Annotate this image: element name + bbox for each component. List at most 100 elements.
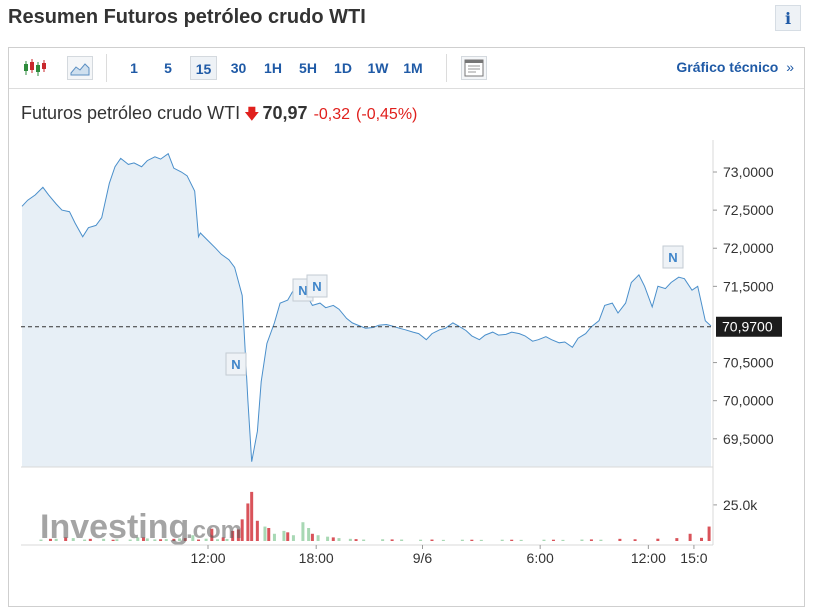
price-change: -0,32 (313, 106, 351, 123)
price-tick-label: 71,5000 (723, 278, 774, 294)
volume-bar-down (310, 533, 314, 541)
volume-bar-up (479, 539, 483, 541)
technical-chart-link[interactable]: Gráfico técnico » (676, 59, 794, 75)
technical-chart-label: Gráfico técnico (676, 59, 779, 75)
volume-bar-up (282, 530, 286, 541)
volume-bar-down (210, 528, 214, 541)
current-price: 70,9700 (21, 316, 782, 337)
volume-bar-up (460, 539, 464, 541)
volume-bar-down (172, 538, 176, 541)
volume-bar-down (197, 539, 201, 541)
volume-bar-up (136, 537, 140, 541)
volume-bar-up (145, 538, 149, 541)
volume-bar-up (307, 528, 311, 541)
volume-tick-label: 25.0k (723, 497, 758, 513)
volume-bar-down (159, 539, 163, 541)
news-marker[interactable] (225, 352, 247, 376)
area-chart-icon[interactable] (67, 56, 93, 80)
volume-bar-down (48, 538, 52, 541)
volume-bar-down (707, 526, 711, 541)
timeframe-1m[interactable]: 1M (403, 60, 423, 76)
price-tick-label: 69,5000 (723, 431, 774, 447)
volume-bar-up (128, 539, 132, 541)
time-tick-label: 12:00 (190, 550, 225, 566)
instrument-name: Futuros petróleo crudo WTI (21, 103, 241, 123)
svg-text:.com: .com (186, 517, 242, 544)
volume-bar-up (519, 539, 523, 541)
news-marker[interactable] (306, 274, 328, 298)
price-tick-label: 72,0000 (723, 240, 774, 256)
last-price: 70,97 (262, 103, 308, 123)
layout-panel-icon[interactable] (461, 56, 487, 80)
toolbar-separator (446, 54, 447, 82)
timeframe-1h[interactable]: 1H (264, 60, 282, 76)
volume-bar-down (267, 528, 271, 541)
timeframe-1w[interactable]: 1W (367, 60, 389, 76)
volume-bar-up (83, 539, 87, 541)
volume-bar-down (240, 519, 244, 541)
volume-bar-down (688, 533, 692, 541)
volume-bar-down (656, 538, 660, 541)
timeframe-5[interactable]: 5 (164, 60, 172, 76)
price-axis: 73,0000 72,5000 72,0000 71,5000 70,5000 70,00… (713, 164, 774, 447)
news-marker-label: N (231, 357, 240, 372)
candlestick-icon[interactable] (21, 56, 47, 80)
price-tick-label: 70,0000 (723, 393, 774, 409)
price-tick-label: 73,0000 (723, 164, 774, 180)
info-icon[interactable]: i (775, 5, 801, 31)
volume-bar-up (441, 539, 445, 541)
news-marker-label: N (668, 250, 677, 265)
arrow-down-icon: 🡇 (244, 106, 260, 123)
volume-bar-up (301, 522, 305, 541)
price-change-percent: (-0,45%) (356, 106, 418, 123)
investing-watermark: Investing .com (40, 508, 242, 546)
volume-bar-down (354, 539, 358, 541)
price-tick-label: 70,5000 (723, 355, 774, 371)
volume-bar-up (580, 539, 584, 541)
volume-bar-up (39, 539, 43, 541)
volume-bar-down (470, 539, 474, 541)
page-title: Resumen Futuros petróleo crudo WTI (8, 6, 366, 28)
timeframe-1d[interactable]: 1D (334, 60, 352, 76)
volume-bar-up (419, 539, 423, 541)
volume-bar-down (331, 537, 335, 541)
time-tick-label: 12:00 (631, 550, 666, 566)
quote-header: Futuros petróleo crudo WTI 🡇 70,97 -0,32 (-0… (21, 103, 417, 129)
volume-bar-up (326, 536, 330, 541)
volume-bar-down (618, 538, 622, 541)
volume-bar-up (54, 538, 58, 541)
timeframe-5h[interactable]: 5H (299, 60, 317, 76)
chart-widget: 1 5 15 30 1H 5H 1D 1W 1M Gráfico técnico… (8, 47, 805, 607)
volume-bar-up (362, 539, 366, 541)
timeframe-15[interactable]: 15 (190, 56, 217, 80)
time-tick-label: 6:00 (527, 550, 554, 566)
volume-bar-up (291, 535, 295, 541)
volume-bar-up (561, 539, 565, 541)
news-marker[interactable] (662, 245, 684, 269)
volume-bar-down (88, 538, 92, 541)
volume-bar-up (348, 538, 352, 541)
news-markers[interactable]: NN NN (225, 245, 684, 376)
volume-bar-up (204, 538, 208, 541)
volume-bar-up (191, 535, 195, 541)
price-area-fill (22, 153, 711, 467)
volume-bar-up (381, 539, 385, 541)
double-chevron-right-icon: » (786, 59, 794, 75)
volume-bar-down (700, 537, 704, 541)
volume-bar-down (246, 503, 250, 541)
price-tick-label: 72,5000 (723, 202, 774, 218)
volume-bar-down (64, 537, 68, 541)
volume-bar-down (221, 537, 225, 541)
volume-bar-up (71, 538, 75, 541)
current-price-box (716, 316, 782, 337)
volume-bar-up (316, 535, 320, 541)
volume-bar-up (102, 538, 106, 541)
volume-bar-up (216, 539, 220, 541)
timeframe-1[interactable]: 1 (130, 60, 138, 76)
volume-bar-up (225, 538, 229, 541)
volume-bar-up (542, 539, 546, 541)
volume-bar-down (510, 539, 514, 541)
volume-bar-up (500, 539, 504, 541)
timeframe-30[interactable]: 30 (230, 60, 247, 76)
